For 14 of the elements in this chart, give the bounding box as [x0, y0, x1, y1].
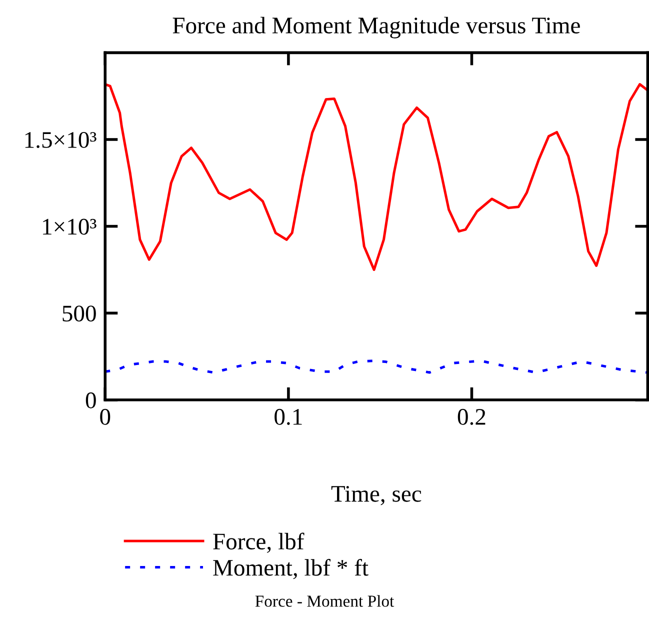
line-series — [105, 83, 648, 271]
text: Force - Moment Plot — [255, 595, 394, 607]
y-tick-label: 0 — [86, 392, 96, 408]
x-tick-label: 0.2 — [458, 408, 486, 425]
legend-label: Moment, lbf * ft — [213, 558, 368, 580]
chart-title: Force and Moment Magnitude versus Time — [172, 16, 580, 38]
line-series — [105, 360, 648, 374]
y-tick-label: 500 — [62, 306, 96, 322]
x-tick-label: 0 — [100, 408, 110, 425]
x-tick-label: 0.1 — [274, 408, 302, 425]
legend-label: Force, lbf — [213, 532, 304, 553]
x-axis-title: Time, sec — [331, 486, 422, 506]
y-tick-label: 1.5×10³ — [25, 132, 96, 148]
y-tick-label: 1×10³ — [43, 218, 96, 235]
